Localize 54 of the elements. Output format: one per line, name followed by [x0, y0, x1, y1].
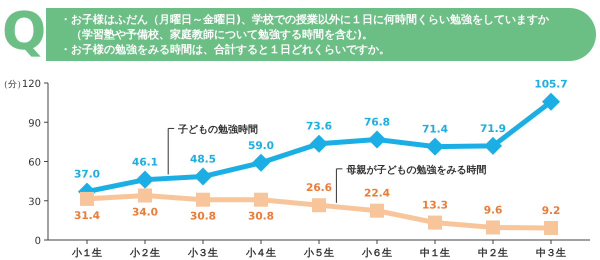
point [486, 220, 500, 234]
y-tick-label: 30 [28, 196, 41, 208]
x-tick-label: 中３生 [536, 247, 566, 259]
data-label: 9.2 [542, 204, 560, 217]
point [312, 198, 326, 212]
y-tick-label: 60 [28, 158, 41, 168]
point [136, 170, 154, 189]
series-label: 子どもの勉強時間 [177, 123, 258, 136]
data-label: 37.0 [74, 168, 100, 181]
point [138, 188, 152, 203]
point [252, 154, 270, 172]
point [310, 134, 328, 153]
data-label: 73.6 [306, 120, 332, 133]
data-label: 30.8 [248, 210, 274, 223]
point [426, 138, 444, 156]
point [254, 192, 268, 207]
data-label: 71.9 [480, 122, 506, 135]
chart-title: ・お子様はふだん（月曜日～金曜日)、学校での授業以外に１日に何時間くらい勉強をしていますか（学習塾や予備校、家庭教師について勉強する時間を含む)。 [60, 12, 550, 42]
point [196, 192, 210, 207]
chart-subtitle: ・お子様の勉強をみる時間は、合計すると１日どれくらいですか。 [60, 42, 391, 57]
x-tick-label: 中２生 [478, 247, 508, 259]
x-tick-label: 小１生 [71, 247, 102, 259]
x-tick-label: 小５生 [303, 247, 334, 259]
data-label: 76.8 [364, 116, 390, 129]
text: Q [2, 2, 46, 62]
data-label: 31.4 [74, 210, 100, 222]
x-tick-label: 小６生 [361, 247, 392, 259]
point [80, 192, 94, 206]
data-label: 46.1 [132, 156, 158, 169]
point [370, 204, 384, 218]
text: 母親が子どもの勉強をみる時間 [345, 164, 486, 176]
data-label: 48.5 [190, 154, 216, 166]
data-label: 30.8 [190, 210, 216, 223]
point [428, 216, 442, 230]
data-label: 26.6 [306, 182, 332, 194]
y-tick-label: 120 [22, 79, 41, 90]
data-label: 9.6 [484, 204, 502, 216]
point [544, 220, 558, 235]
data-label: 22.4 [364, 188, 390, 200]
x-tick-label: 小３生 [187, 247, 218, 259]
x-tick-label: 小２生 [129, 247, 160, 259]
point [542, 92, 560, 111]
y-tick-label: 0 [34, 236, 41, 247]
data-label: 105.7 [534, 78, 568, 91]
data-label: 59.0 [248, 140, 274, 152]
data-label: 34.0 [132, 206, 158, 219]
x-tick-label: 小４生 [245, 247, 276, 259]
data-label: 71.4 [422, 124, 448, 136]
point [368, 130, 386, 149]
point [194, 168, 212, 186]
y-tick-label: 90 [28, 118, 41, 130]
point [484, 136, 502, 155]
data-label: 13.3 [422, 200, 448, 212]
x-tick-label: 中１生 [420, 247, 450, 259]
